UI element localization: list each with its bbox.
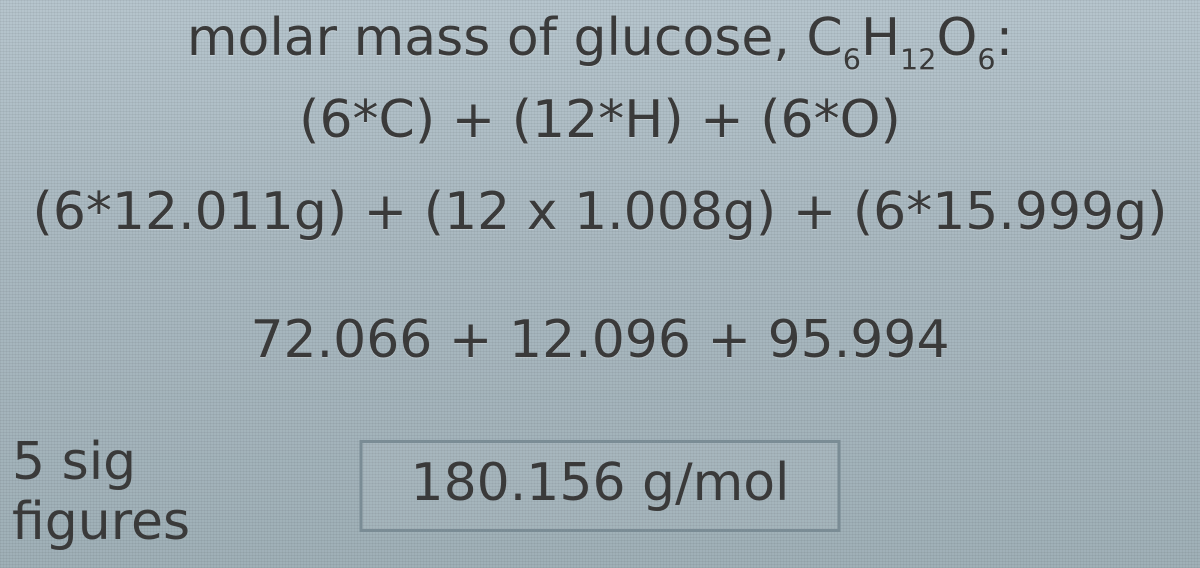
formula-C: C [806,8,842,68]
partial-sums: 72.066 + 12.096 + 95.994 [0,310,1200,370]
formula-C-sub: 6 [843,42,861,76]
title-prefix: molar mass of glucose, [187,8,807,68]
numeric-substitution: (6*12.011g) + (12 x 1.008g) + (6*15.999g… [0,182,1200,242]
title-line: molar mass of glucose, C6H12O6: [0,8,1200,76]
result-box: 180.156 g/mol [359,440,840,532]
formula-O: O [936,8,977,68]
formula-O-sub: 6 [977,42,995,76]
sigfig-note-line1: 5 sig [12,432,190,492]
sigfig-note: 5 sig figures [12,432,190,552]
symbolic-expression: (6*C) + (12*H) + (6*O) [0,90,1200,150]
sigfig-note-line2: figures [12,492,190,552]
result-value: 180.156 g/mol [410,453,789,513]
title-suffix: : [996,8,1014,68]
formula-H-sub: 12 [900,42,936,76]
formula-H: H [861,8,900,68]
